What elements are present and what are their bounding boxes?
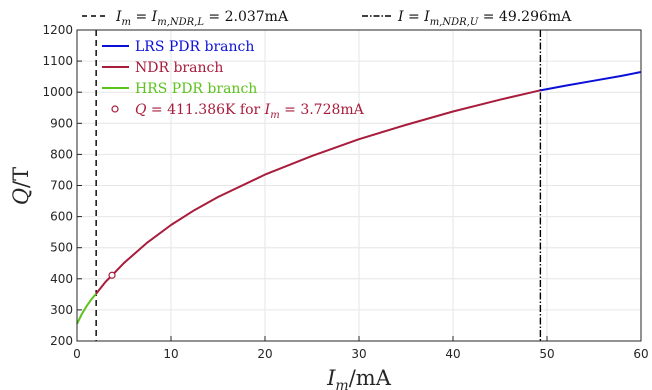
y-tick-label: 400 (50, 272, 73, 286)
y-tick-label: 300 (50, 303, 73, 317)
y-tick-label: 600 (50, 210, 73, 224)
lrs-pdr-branch-line (540, 71, 642, 92)
legend-label: HRS PDR branch (135, 81, 257, 97)
y-tick-label: 1200 (42, 23, 73, 37)
top-annotation-upper-limit: I = Im,NDR,U = 49.296mA (362, 9, 572, 28)
legend-marker-swatch (111, 105, 119, 113)
x-tick-label: 20 (257, 347, 272, 361)
marker-layer (108, 271, 116, 279)
x-tick-label: 60 (633, 347, 648, 361)
x-tick-label: 0 (73, 347, 81, 361)
top-annotation-lower-limit: Im = Im,NDR,L = 2.037mA (82, 9, 289, 28)
legend-marker-label: Q = 411.386K for Im = 3.728mA (135, 102, 365, 121)
x-tick-label: 30 (351, 347, 366, 361)
legend-label: NDR branch (135, 60, 223, 76)
series-lines (76, 71, 642, 325)
x-tick-label: 40 (445, 347, 460, 361)
operating-point-marker (108, 271, 116, 279)
y-tick-label: 500 (50, 241, 73, 255)
axis-ticks: 0 10 20 30 40 50 60 200 300 400 500 600 700 800 900 100… (42, 23, 648, 361)
vertical-reference-lines (95, 30, 542, 341)
y-tick-label: 900 (50, 116, 73, 130)
legend-label: LRS PDR branch (135, 39, 254, 55)
ndr-branch-line (95, 89, 541, 295)
x-tick-label: 10 (163, 347, 178, 361)
y-tick-label: 1000 (42, 85, 73, 99)
y-axis-label: Q/T (9, 167, 33, 205)
upper-limit-label: I = Im,NDR,U = 49.296mA (397, 9, 572, 28)
legend: LRS PDR branch NDR branch HRS PDR branch Q … (102, 39, 365, 121)
x-axis-label: Im/mA (326, 366, 392, 390)
y-tick-label: 800 (50, 147, 73, 161)
y-tick-label: 700 (50, 179, 73, 193)
hrs-pdr-branch-line (76, 293, 97, 325)
y-tick-label: 200 (50, 334, 73, 348)
x-tick-label: 50 (539, 347, 554, 361)
y-tick-label: 1100 (42, 54, 73, 68)
lower-limit-label: Im = Im,NDR,L = 2.037mA (115, 9, 289, 28)
